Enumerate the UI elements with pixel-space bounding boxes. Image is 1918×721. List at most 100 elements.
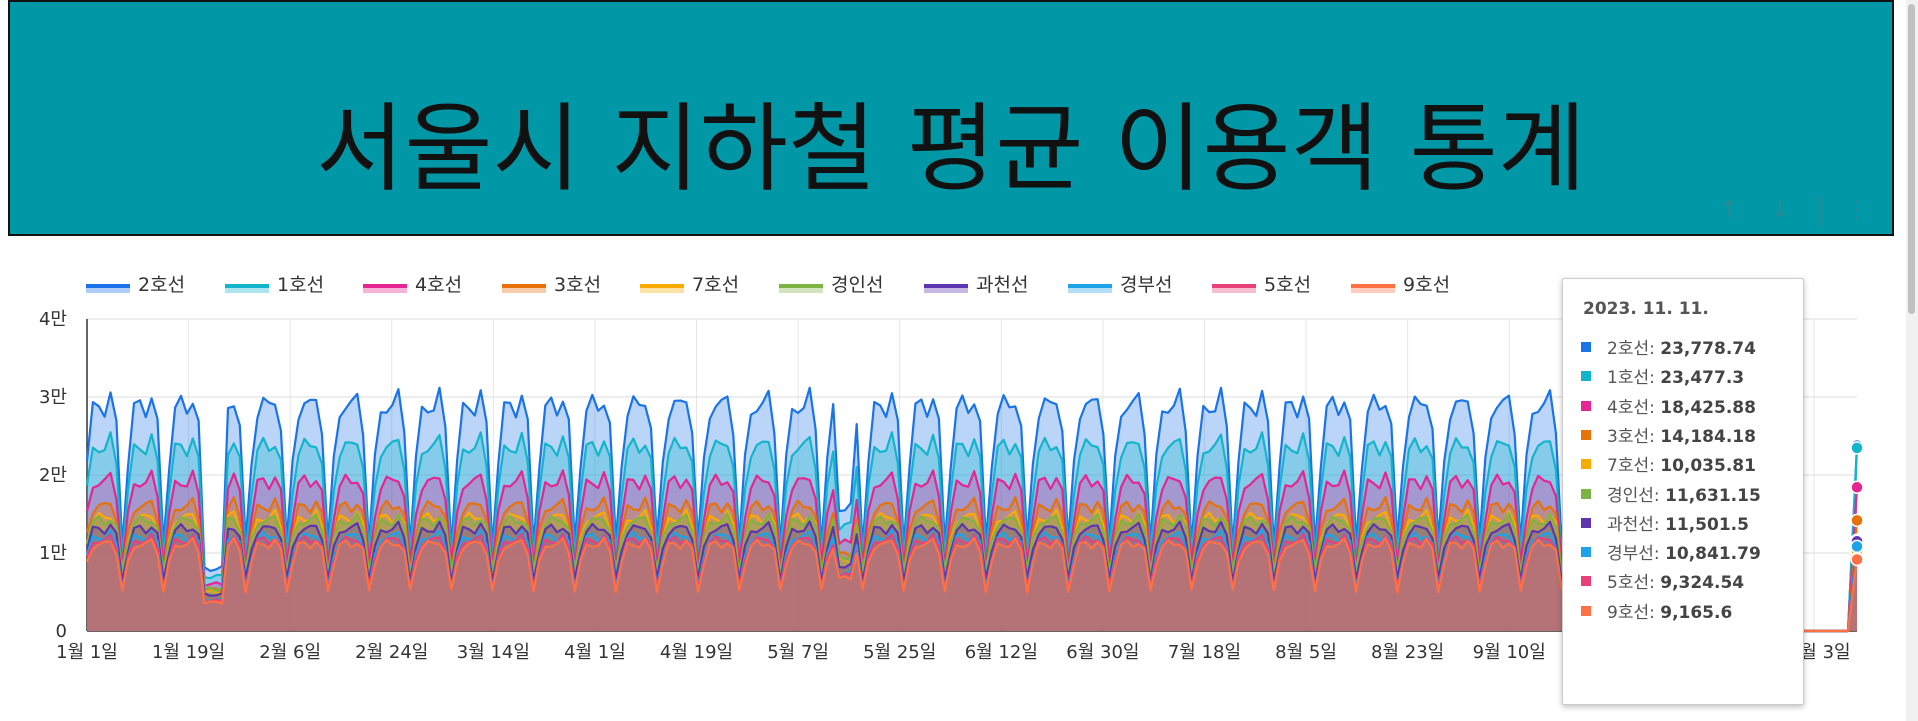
x-tick-label: 8월 5일 [1275, 642, 1337, 663]
legend-label: 3호선 [554, 274, 601, 296]
x-tick-label: 4월 19일 [660, 642, 733, 663]
tooltip-series-name: 9호선: [1607, 602, 1661, 623]
legend-swatch-fill [363, 288, 407, 293]
legend-item[interactable]: 과천선 [924, 274, 1028, 296]
legend-item[interactable]: 5호선 [1212, 274, 1311, 296]
legend-label: 5호선 [1264, 274, 1311, 296]
tooltip-swatch [1581, 576, 1591, 587]
title-banner: 서울시 지하철 평균 이용객 통계 [8, 0, 1894, 236]
x-tick-label: 6월 30일 [1066, 642, 1139, 663]
more-vert-icon[interactable]: ⋮ [1845, 195, 1869, 223]
legend-label: 경부선 [1120, 274, 1172, 296]
series-area [87, 470, 1857, 631]
x-tick-label: 2월 24일 [355, 642, 428, 663]
tooltip-swatch [1581, 459, 1591, 470]
scrollbar-thumb[interactable] [1908, 4, 1915, 314]
tooltip-swatch [1581, 605, 1591, 616]
x-tick-label: 1월 19일 [152, 642, 225, 663]
tooltip-series-name: 1호선: [1607, 368, 1661, 389]
tooltip-date: 2023. 11. 11. [1583, 299, 1709, 319]
y-tick-label: 4만 [39, 309, 67, 330]
tooltip-row: 5호선: 9,324.54 [1581, 568, 1744, 594]
legend-label: 4호선 [415, 274, 462, 296]
tooltip-swatch [1581, 400, 1591, 411]
data-tooltip: 2023. 11. 11. 2호선: 23,778.74 1호선: 23,477.… [1562, 278, 1804, 705]
arrow-up-icon[interactable]: ↑ [1718, 195, 1740, 223]
legend-item[interactable]: 9호선 [1351, 274, 1450, 296]
tooltip-series-value: 23,477.3 [1660, 368, 1745, 389]
series-line [86, 536, 1859, 633]
last-point-marker [1850, 441, 1864, 455]
x-tick-label: 6월 12일 [965, 642, 1038, 663]
legend-swatch-fill [225, 288, 269, 293]
series-area [87, 529, 1857, 631]
legend-swatch-fill [779, 288, 823, 293]
tooltip-row: 경인선: 11,631.15 [1581, 481, 1761, 507]
x-tick-label: 5월 7일 [767, 642, 829, 663]
y-tick-label: 2만 [39, 465, 67, 486]
series-area [87, 533, 1857, 631]
series-line [85, 512, 1859, 633]
x-tick-label: 5월 25일 [863, 642, 936, 663]
tooltip-swatch [1581, 371, 1591, 382]
legend-label: 과천선 [976, 274, 1028, 296]
page-title: 서울시 지하철 평균 이용객 통계 [315, 93, 1587, 205]
legend-item[interactable]: 1호선 [225, 274, 324, 296]
tooltip-row: 7호선: 10,035.81 [1581, 451, 1756, 477]
series-area [87, 432, 1857, 631]
tooltip-series-value: 18,425.88 [1660, 397, 1756, 418]
tooltip-series-name: 4호선: [1607, 397, 1661, 418]
x-tick-label: 4월 1일 [564, 642, 626, 663]
arrow-down-icon[interactable]: ↓ [1769, 195, 1791, 223]
legend-item[interactable]: 경인선 [779, 274, 883, 296]
legend-label: 9호선 [1403, 274, 1450, 296]
tooltip-series-name: 과천선: [1607, 514, 1666, 535]
legend-swatch-fill [86, 288, 130, 293]
legend-item[interactable]: 2호선 [86, 274, 185, 296]
tooltip-series-value: 9,324.54 [1660, 573, 1745, 594]
tooltip-series-value: 11,631.15 [1665, 485, 1761, 506]
toolbar-divider [1820, 196, 1821, 226]
x-tick-label: 1월 1일 [56, 642, 118, 663]
y-tick-label: 1만 [39, 543, 67, 564]
last-point-marker [1850, 552, 1864, 567]
tooltip-swatch [1581, 429, 1591, 440]
legend-label: 2호선 [138, 274, 185, 296]
legend-swatch-fill [1212, 288, 1256, 293]
legend-item[interactable]: 4호선 [363, 274, 462, 296]
legend-item[interactable]: 3호선 [502, 274, 601, 296]
x-tick-label: 7월 18일 [1168, 642, 1241, 663]
tooltip-series-value: 10,841.79 [1665, 544, 1761, 565]
legend-swatch-fill [502, 288, 546, 293]
legend-label: 경인선 [831, 274, 883, 296]
tooltip-row: 경부선: 10,841.79 [1581, 539, 1761, 565]
tooltip-swatch [1581, 517, 1591, 528]
last-point-marker [1850, 480, 1864, 495]
x-tick-label: 2월 6일 [259, 642, 321, 663]
legend-swatch-fill [640, 288, 684, 293]
legend-swatch-fill [1351, 288, 1395, 293]
line-area-chart[interactable]: 2호선 1호선 4호선 3호선 7호선 경인선 과천선 경부선 5호선 9호선 0 1만 2만 3만 4만 1… [0, 240, 1890, 710]
tooltip-series-name: 5호선: [1607, 573, 1661, 594]
tooltip-series-name: 경부선: [1607, 544, 1666, 565]
legend-item[interactable]: 경부선 [1068, 274, 1172, 296]
x-tick-label: 3월 14일 [457, 642, 530, 663]
page-scrollbar[interactable] [1906, 0, 1918, 721]
legend-swatch-fill [924, 288, 968, 293]
tooltip-series-name: 2호선: [1607, 339, 1661, 359]
legend-swatch-fill [1068, 288, 1112, 293]
x-tick-label: 8월 23일 [1371, 642, 1444, 663]
tooltip-series-name: 7호선: [1607, 456, 1661, 477]
legend-label: 1호선 [277, 274, 324, 296]
tooltip-swatch [1581, 547, 1591, 558]
series-area [87, 509, 1857, 631]
y-tick-label: 0 [56, 621, 67, 642]
tooltip-series-value: 11,501.5 [1665, 514, 1749, 535]
last-point-marker [1850, 539, 1864, 554]
series-area [87, 537, 1857, 631]
tooltip-row: 3호선: 14,184.18 [1581, 422, 1756, 448]
legend-item[interactable]: 7호선 [640, 274, 739, 296]
tooltip-row: 2호선: 23,778.74 [1581, 334, 1756, 360]
x-tick-label: 9월 10일 [1473, 642, 1546, 663]
tooltip-series-value: 10,035.81 [1660, 456, 1756, 477]
